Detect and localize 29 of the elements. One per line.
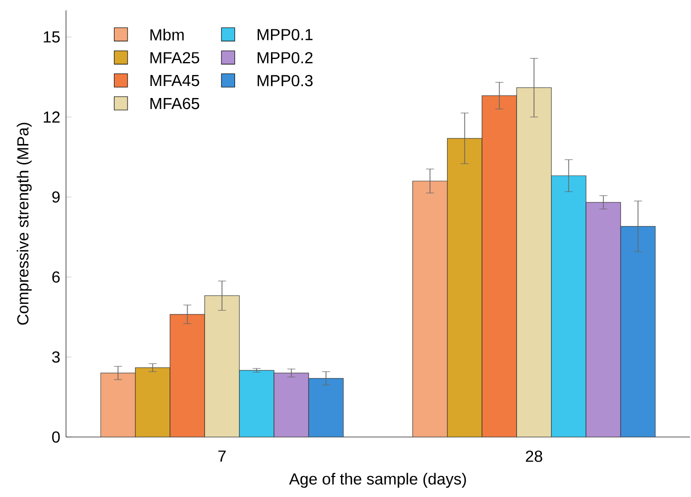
bar [170,314,205,437]
bar [551,175,586,437]
bar [620,226,656,437]
legend-label: Mbm [150,28,184,40]
y-tick-label: 3 [52,351,60,363]
bar [274,372,309,437]
x-tick-label: 28 [526,450,542,462]
y-tick-label: 0 [52,431,60,443]
bar [204,295,240,437]
y-tick-label: 6 [52,271,60,283]
legend-label: MPP0.3 [258,74,313,86]
y-tick-label: 15 [44,31,60,43]
legend-label: MFA65 [150,98,200,110]
x-axis-title: Age of the sample (days) [289,472,466,488]
legend-label: MFA25 [150,52,200,64]
bar [239,370,274,437]
bar [447,138,482,437]
bar [516,87,552,437]
legend-label: MFA45 [150,75,200,86]
bar [586,202,621,437]
bar [308,378,344,437]
bar [135,367,170,437]
legend-label: MPP0.1 [258,28,313,40]
y-tick-label: 12 [44,111,60,123]
y-tick-label: 9 [52,191,60,203]
bar [482,95,517,437]
legend-label: MPP0.2 [258,52,312,64]
y-axis-title: Compressive strength (MPa) [16,122,32,325]
x-tick-label: 7 [218,450,226,462]
